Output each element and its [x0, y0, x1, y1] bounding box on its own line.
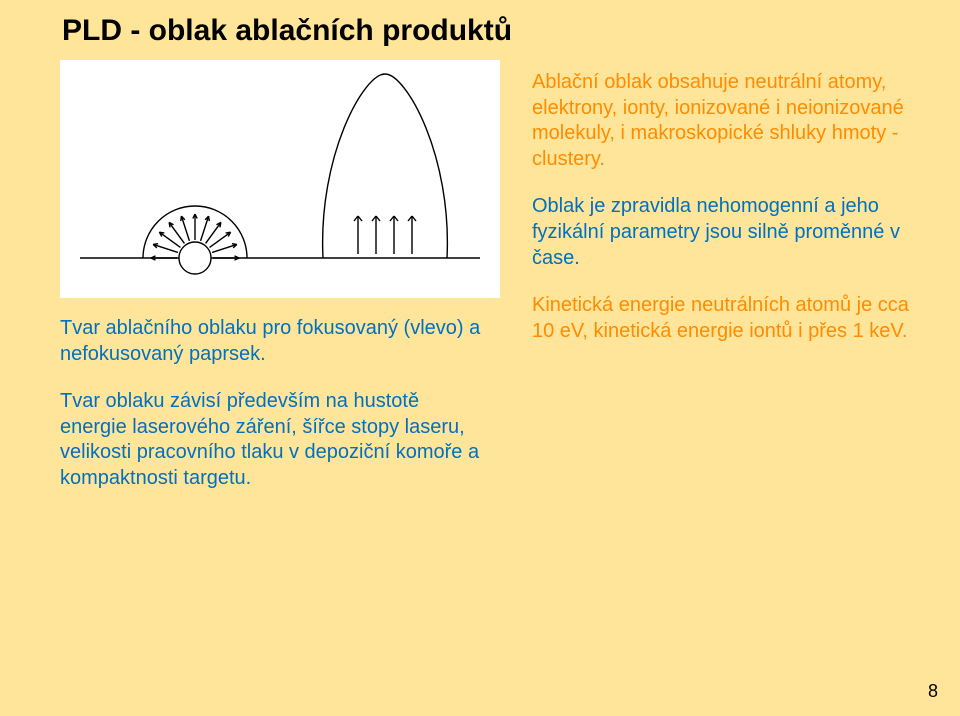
right-para-3: Kinetická energie neutrálních atomů je c… [532, 293, 927, 344]
left-column: Tvar ablačního oblaku pro fokusovaný (vl… [60, 316, 486, 514]
right-para-1: Ablační oblak obsahuje neutrální atomy, … [532, 70, 927, 172]
left-para-2: Tvar oblaku závisí především na hustotě … [60, 389, 486, 491]
page-number: 8 [928, 681, 938, 702]
ablation-diagram [60, 60, 500, 298]
page-title: PLD - oblak ablačních produktů [62, 14, 512, 48]
right-para-2: Oblak je zpravidla nehomogenní a jeho fy… [532, 194, 927, 271]
left-para-1: Tvar ablačního oblaku pro fokusovaný (vl… [60, 316, 486, 367]
right-column: Ablační oblak obsahuje neutrální atomy, … [532, 70, 927, 366]
